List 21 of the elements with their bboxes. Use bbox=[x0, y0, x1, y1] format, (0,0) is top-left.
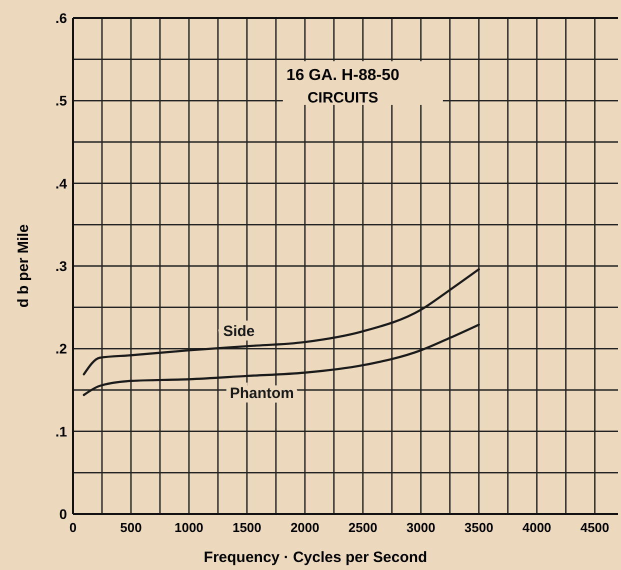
x-tick-label: 3500 bbox=[464, 520, 494, 535]
y-tick-label: .1 bbox=[55, 423, 68, 440]
x-axis-title: Frequency · Cycles per Second bbox=[204, 549, 428, 566]
y-tick-label: .3 bbox=[55, 258, 68, 274]
y-tick-label: .6 bbox=[55, 10, 68, 26]
x-tick-label: 2000 bbox=[290, 520, 320, 535]
y-tick-label: .2 bbox=[55, 340, 68, 357]
text: 16 GA. H-88-50 bbox=[286, 67, 400, 84]
y-tick-label: 0 bbox=[59, 506, 68, 522]
y-tick-label: .4 bbox=[55, 175, 68, 192]
x-tick-label: 4500 bbox=[580, 520, 610, 535]
y-axis-title: d b per Mile bbox=[15, 224, 32, 308]
y-tick-label: .5 bbox=[55, 92, 68, 109]
x-tick-label: 0 bbox=[69, 520, 77, 535]
x-tick-label: 4000 bbox=[522, 520, 552, 535]
x-tick-label: 2500 bbox=[348, 520, 378, 535]
x-tick-label: 1000 bbox=[174, 520, 204, 535]
x-tick-label: 500 bbox=[120, 520, 142, 535]
x-tick-label: 1500 bbox=[232, 520, 262, 535]
text: CIRCUITS bbox=[307, 90, 378, 107]
x-tick-label: 3000 bbox=[406, 520, 436, 535]
